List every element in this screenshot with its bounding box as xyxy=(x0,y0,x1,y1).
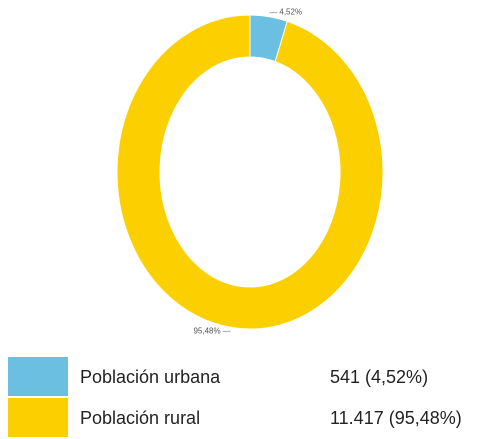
legend-swatch xyxy=(8,357,68,396)
legend-value: 541 (4,52%) xyxy=(330,367,428,387)
legend-label: Población urbana xyxy=(80,367,221,387)
legend-label: Población rural xyxy=(80,408,200,428)
data-label: 4,52% xyxy=(279,8,302,17)
data-label: 95,48% xyxy=(193,326,220,335)
legend-value: 11.417 (95,48%) xyxy=(330,408,462,428)
donut-segment xyxy=(116,14,384,330)
legend-swatch xyxy=(8,398,68,437)
